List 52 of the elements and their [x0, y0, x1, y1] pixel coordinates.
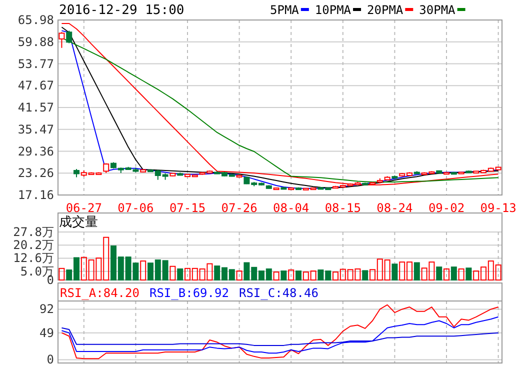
x-tick-label: 09-13 — [480, 201, 516, 215]
bar — [296, 270, 302, 280]
bar — [414, 262, 420, 280]
bar — [288, 269, 294, 280]
bar — [450, 266, 457, 280]
ytick: 12.6万 — [13, 251, 54, 266]
x-tick-label: 08-15 — [324, 201, 361, 215]
bar — [392, 264, 398, 280]
ytick: 92 — [40, 302, 54, 316]
title: 成交量 — [59, 215, 98, 230]
x-tick-label: 07-06 — [118, 201, 154, 215]
bar — [236, 270, 242, 280]
bar — [273, 272, 280, 280]
legend-text: RSI_A:84.20 — [60, 286, 140, 300]
legend-text: RSI_B:69.92 — [149, 286, 229, 300]
ytick: 29.36 — [18, 144, 54, 158]
bar — [58, 268, 65, 280]
x-tick-label: 08-24 — [376, 201, 413, 215]
ytick: 23.26 — [18, 166, 54, 180]
ytick: 17.16 — [18, 188, 54, 202]
ytick: 41.57 — [18, 100, 54, 114]
legend-text: 10PMA — [314, 3, 352, 17]
title: 2016-12-29 15:00 — [59, 3, 184, 18]
legend-text: 20PMA — [367, 3, 404, 17]
bar — [458, 268, 464, 280]
legend-text: 5PMA — [270, 3, 299, 17]
ytick: 65.98 — [18, 13, 54, 27]
bar — [177, 268, 184, 280]
ytick: 47.67 — [18, 78, 54, 93]
bar — [280, 270, 287, 280]
legend-text: RSI_C:48.46 — [238, 286, 318, 300]
bar — [436, 266, 442, 280]
x-tick-label: 07-26 — [221, 201, 258, 215]
ytick: 20.2万 — [13, 238, 54, 252]
bar — [466, 268, 472, 280]
bar — [444, 268, 450, 280]
candlestick — [58, 32, 65, 48]
bar — [140, 260, 146, 280]
x-tick-label: 06-27 — [66, 201, 102, 215]
candlestick — [66, 30, 72, 44]
x-tick-label: 09-02 — [428, 201, 465, 215]
x-tick-label: 08-04 — [273, 201, 310, 215]
bar — [362, 270, 368, 280]
ytick: 35.47 — [18, 122, 54, 136]
x-tick-label: 07-15 — [169, 201, 206, 215]
ytick: 0 — [46, 352, 54, 365]
legend-text: 30PMA — [419, 3, 456, 17]
ytick: 53.77 — [18, 56, 54, 71]
ytick: 27.8万 — [13, 225, 54, 239]
ytick: 59.88 — [18, 34, 54, 49]
bar — [170, 266, 176, 280]
ytick: 49 — [40, 326, 54, 340]
